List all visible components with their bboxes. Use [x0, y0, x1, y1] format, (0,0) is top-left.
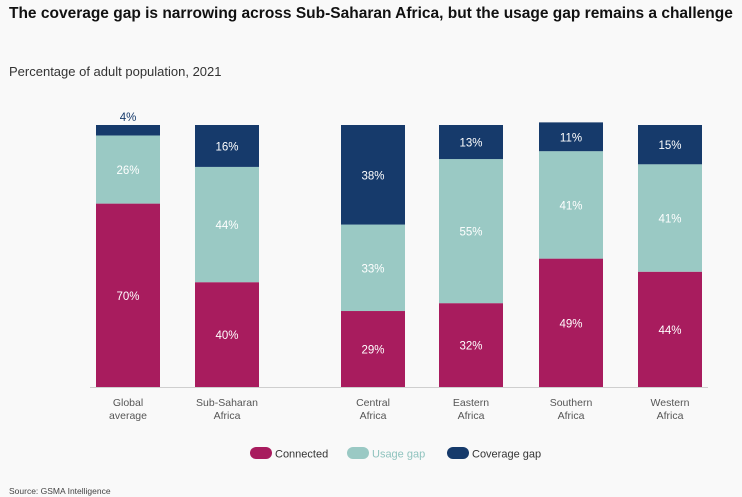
bar-usage-gap	[96, 135, 160, 204]
data-label: 4%	[120, 112, 137, 124]
data-label: 13%	[459, 138, 482, 150]
bar-usage-gap	[439, 159, 503, 304]
chart-subtitle: Percentage of adult population, 2021	[9, 64, 222, 79]
data-label: 44%	[215, 220, 238, 232]
stacked-bar-chart: 70% 26% 4% 40% 44% 16% 29% 33% 38% 32% 55% 13% 49% 41…	[90, 112, 708, 461]
data-label: 16%	[215, 141, 238, 153]
x-tick-label: Sub-Saharan	[196, 397, 258, 409]
bar-connected	[96, 203, 160, 387]
x-tick-label: Western	[651, 397, 690, 409]
source-note: Source: GSMA Intelligence	[9, 486, 111, 496]
data-label: 70%	[116, 291, 139, 303]
data-label: 26%	[116, 165, 139, 177]
x-tick-label: average	[109, 410, 147, 422]
legend-label: Usage gap	[372, 449, 425, 461]
x-tick-label: Eastern	[453, 397, 489, 409]
data-label: 33%	[361, 263, 384, 275]
x-tick-label: Africa	[657, 410, 684, 422]
legend-label: Connected	[275, 449, 328, 461]
x-tick-label: Africa	[360, 410, 387, 422]
bar-usage-gap	[638, 164, 702, 272]
x-tick-label: Africa	[458, 410, 485, 422]
data-label: 41%	[658, 214, 681, 226]
bar-coverage-gap	[195, 125, 259, 167]
data-label: 44%	[658, 325, 681, 337]
bar-coverage-gap	[638, 125, 702, 165]
bar-coverage-gap	[539, 122, 603, 152]
bar-coverage-gap	[96, 125, 160, 136]
bar-connected	[195, 282, 259, 387]
x-tick-label: Africa	[214, 410, 241, 422]
x-axis-labels: GlobalaverageSub-SaharanAfricaCentralAfr…	[109, 397, 690, 422]
bar-usage-gap	[195, 166, 259, 283]
bar-usage-gap	[539, 151, 603, 259]
bar-coverage-gap	[439, 125, 503, 160]
bar-connected	[341, 311, 405, 387]
x-tick-label: Africa	[558, 410, 585, 422]
x-tick-label: Global	[113, 397, 143, 409]
legend-swatch	[250, 447, 272, 459]
legend: Connected Usage gap Coverage gap	[250, 447, 541, 461]
bar-connected	[439, 303, 503, 387]
bar-connected	[638, 271, 702, 387]
data-label: 29%	[361, 345, 384, 357]
chart-title: The coverage gap is narrowing across Sub…	[9, 5, 733, 22]
data-label: 15%	[658, 140, 681, 152]
data-label: 49%	[559, 318, 582, 330]
bar-coverage-gap	[341, 125, 405, 225]
bar-usage-gap	[341, 224, 405, 312]
data-label: 40%	[215, 330, 238, 342]
legend-swatch	[347, 447, 369, 459]
data-label: 55%	[459, 227, 482, 239]
data-label: 32%	[459, 341, 482, 353]
legend-swatch	[447, 447, 469, 459]
legend-label: Coverage gap	[472, 449, 541, 461]
data-label: 11%	[560, 132, 582, 144]
data-label: 41%	[559, 200, 582, 212]
x-tick-label: Central	[356, 397, 390, 409]
bars-layer: 70% 26% 4% 40% 44% 16% 29% 33% 38% 32% 55% 13% 49% 41…	[90, 112, 708, 388]
data-label: 38%	[361, 170, 384, 182]
x-tick-label: Southern	[550, 397, 593, 409]
bar-connected	[539, 258, 603, 387]
